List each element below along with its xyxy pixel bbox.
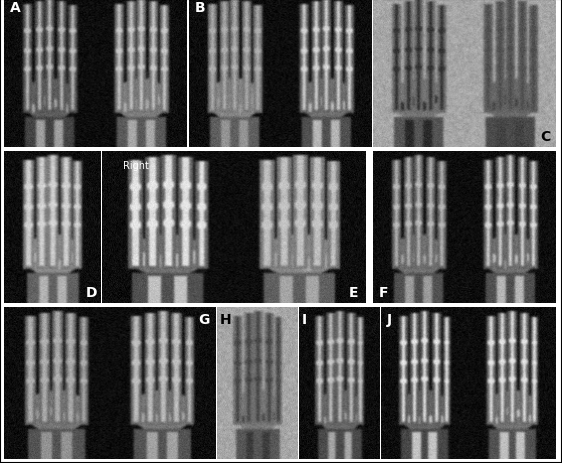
Text: C: C — [540, 130, 550, 144]
Text: Right: Right — [123, 161, 149, 171]
Text: J: J — [386, 312, 392, 326]
Text: A: A — [10, 1, 21, 15]
Text: E: E — [348, 285, 358, 299]
Text: G: G — [198, 312, 210, 326]
Text: B: B — [194, 1, 205, 15]
Text: F: F — [379, 285, 388, 299]
Text: I: I — [302, 312, 307, 326]
Text: H: H — [220, 312, 232, 326]
Text: D: D — [86, 285, 98, 299]
